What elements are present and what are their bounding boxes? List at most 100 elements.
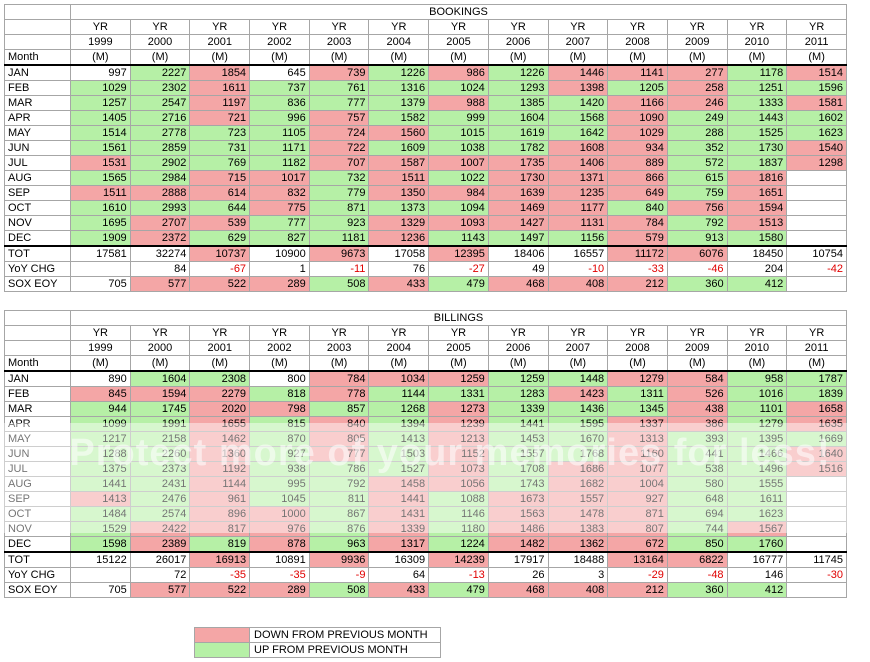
value-cell: 2302 [129, 80, 191, 96]
value-cell: 1604 [129, 370, 191, 387]
value-cell: 1557 [487, 446, 549, 462]
value-cell: 1598 [70, 536, 131, 553]
yr-header: YR [547, 325, 609, 341]
value-cell [786, 476, 848, 492]
value-cell: 1345 [607, 401, 668, 417]
sox-row: SOX EOY 705 577 522 289 508 433 479 468 408 212 360… [4, 276, 848, 292]
value-cell: 649 [607, 185, 668, 201]
value-cell: 889 [607, 155, 668, 171]
value-cell: 896 [189, 506, 251, 522]
value-cell: 870 [249, 431, 310, 447]
value-cell: 1443 [726, 110, 788, 126]
value-cell: 1514 [786, 64, 848, 81]
value-cell: 1623 [726, 506, 788, 522]
table-row: MAY 1514 2778 723 1105 724 1560 1015 1619 1642 102… [4, 125, 848, 141]
value-cell: 1394 [368, 416, 430, 432]
value-cell: 1007 [428, 155, 489, 171]
value-cell: 1595 [547, 416, 609, 432]
value-cell: 277 [666, 64, 728, 81]
value-cell: 1594 [726, 200, 788, 216]
total-cell: 18450 [726, 245, 788, 262]
value-cell: 938 [249, 461, 310, 477]
value-cell: 1909 [70, 230, 131, 247]
value-cell: 1293 [487, 80, 549, 96]
value-cell: 580 [666, 476, 728, 492]
value-cell: 927 [607, 491, 668, 507]
unit-header: (M) [428, 49, 489, 66]
month-label: OCT [4, 200, 71, 216]
value-cell: 1004 [607, 476, 668, 492]
sox-cell: 577 [129, 276, 191, 292]
sox-cell: 508 [308, 276, 370, 292]
value-cell: 807 [607, 521, 668, 537]
total-cell: 12395 [428, 245, 489, 262]
yr-header: YR [607, 19, 668, 35]
value-cell: 1339 [368, 521, 430, 537]
yr-header: YR [129, 325, 191, 341]
year-header: 2004 [368, 340, 430, 356]
value-cell [786, 185, 848, 201]
value-cell: 976 [249, 521, 310, 537]
month-label: JUL [4, 155, 71, 171]
value-cell: 1152 [428, 446, 489, 462]
value-cell: 1316 [368, 80, 430, 96]
total-cell: 6076 [666, 245, 728, 262]
value-cell: 1768 [547, 446, 609, 462]
value-cell: 779 [308, 185, 370, 201]
value-cell: 2373 [129, 461, 191, 477]
corner-cell [4, 325, 71, 341]
value-cell: 744 [666, 521, 728, 537]
month-label: NOV [4, 215, 71, 231]
total-cell: 32274 [129, 245, 191, 262]
unit-header: (M) [607, 355, 668, 372]
value-cell: 1478 [547, 506, 609, 522]
value-cell: 996 [249, 110, 310, 126]
table-row: MAR 944 1745 2020 798 857 1268 1273 1339 1436 1345… [4, 401, 848, 417]
value-cell: 1557 [547, 491, 609, 507]
month-label: SEP [4, 491, 71, 507]
value-cell: 958 [726, 370, 788, 387]
value-cell: 1466 [726, 446, 788, 462]
value-cell: 1469 [487, 200, 549, 216]
month-label: APR [4, 416, 71, 432]
yr-header: YR [189, 19, 251, 35]
value-cell: 986 [428, 64, 489, 81]
bookings-year-row: 1999 2000 2001 2002 2003 2004 2005 2006 2007 2008… [4, 34, 848, 50]
value-cell: 352 [666, 140, 728, 156]
value-cell: 878 [249, 536, 310, 553]
year-header: 2001 [189, 34, 251, 50]
total-cell: 11172 [607, 245, 668, 262]
value-cell: 2158 [129, 431, 191, 447]
value-cell: 1735 [487, 155, 549, 171]
value-cell: 644 [189, 200, 251, 216]
value-cell: 1596 [786, 80, 848, 96]
value-cell: 2476 [129, 491, 191, 507]
value-cell: 1839 [786, 386, 848, 402]
value-cell: 775 [249, 200, 310, 216]
value-cell: 1235 [547, 185, 609, 201]
table-row: AUG 1441 2431 1144 995 792 1458 1056 1743 1682 100… [4, 476, 848, 492]
year-header: 2011 [786, 340, 848, 356]
year-header: 2005 [428, 340, 489, 356]
value-cell: 871 [308, 200, 370, 216]
value-cell: 997 [70, 64, 131, 81]
value-cell: 1686 [547, 461, 609, 477]
unit-header: (M) [487, 49, 549, 66]
yr-header: YR [249, 19, 310, 35]
value-cell: 614 [189, 185, 251, 201]
value-cell: 1029 [607, 125, 668, 141]
value-cell: 1017 [249, 170, 310, 186]
value-cell: 1329 [368, 215, 430, 231]
unit-header: (M) [547, 49, 609, 66]
value-cell: 1423 [547, 386, 609, 402]
value-cell: 288 [666, 125, 728, 141]
unit-header: (M) [249, 355, 310, 372]
sox-cell: 360 [666, 276, 728, 292]
sox-cell [786, 276, 848, 292]
total-cell: 6822 [666, 551, 728, 568]
value-cell: 2984 [129, 170, 191, 186]
sox-cell: 433 [368, 276, 430, 292]
value-cell: 1514 [70, 125, 131, 141]
section-gap [4, 291, 847, 311]
value-cell: 1143 [428, 230, 489, 247]
